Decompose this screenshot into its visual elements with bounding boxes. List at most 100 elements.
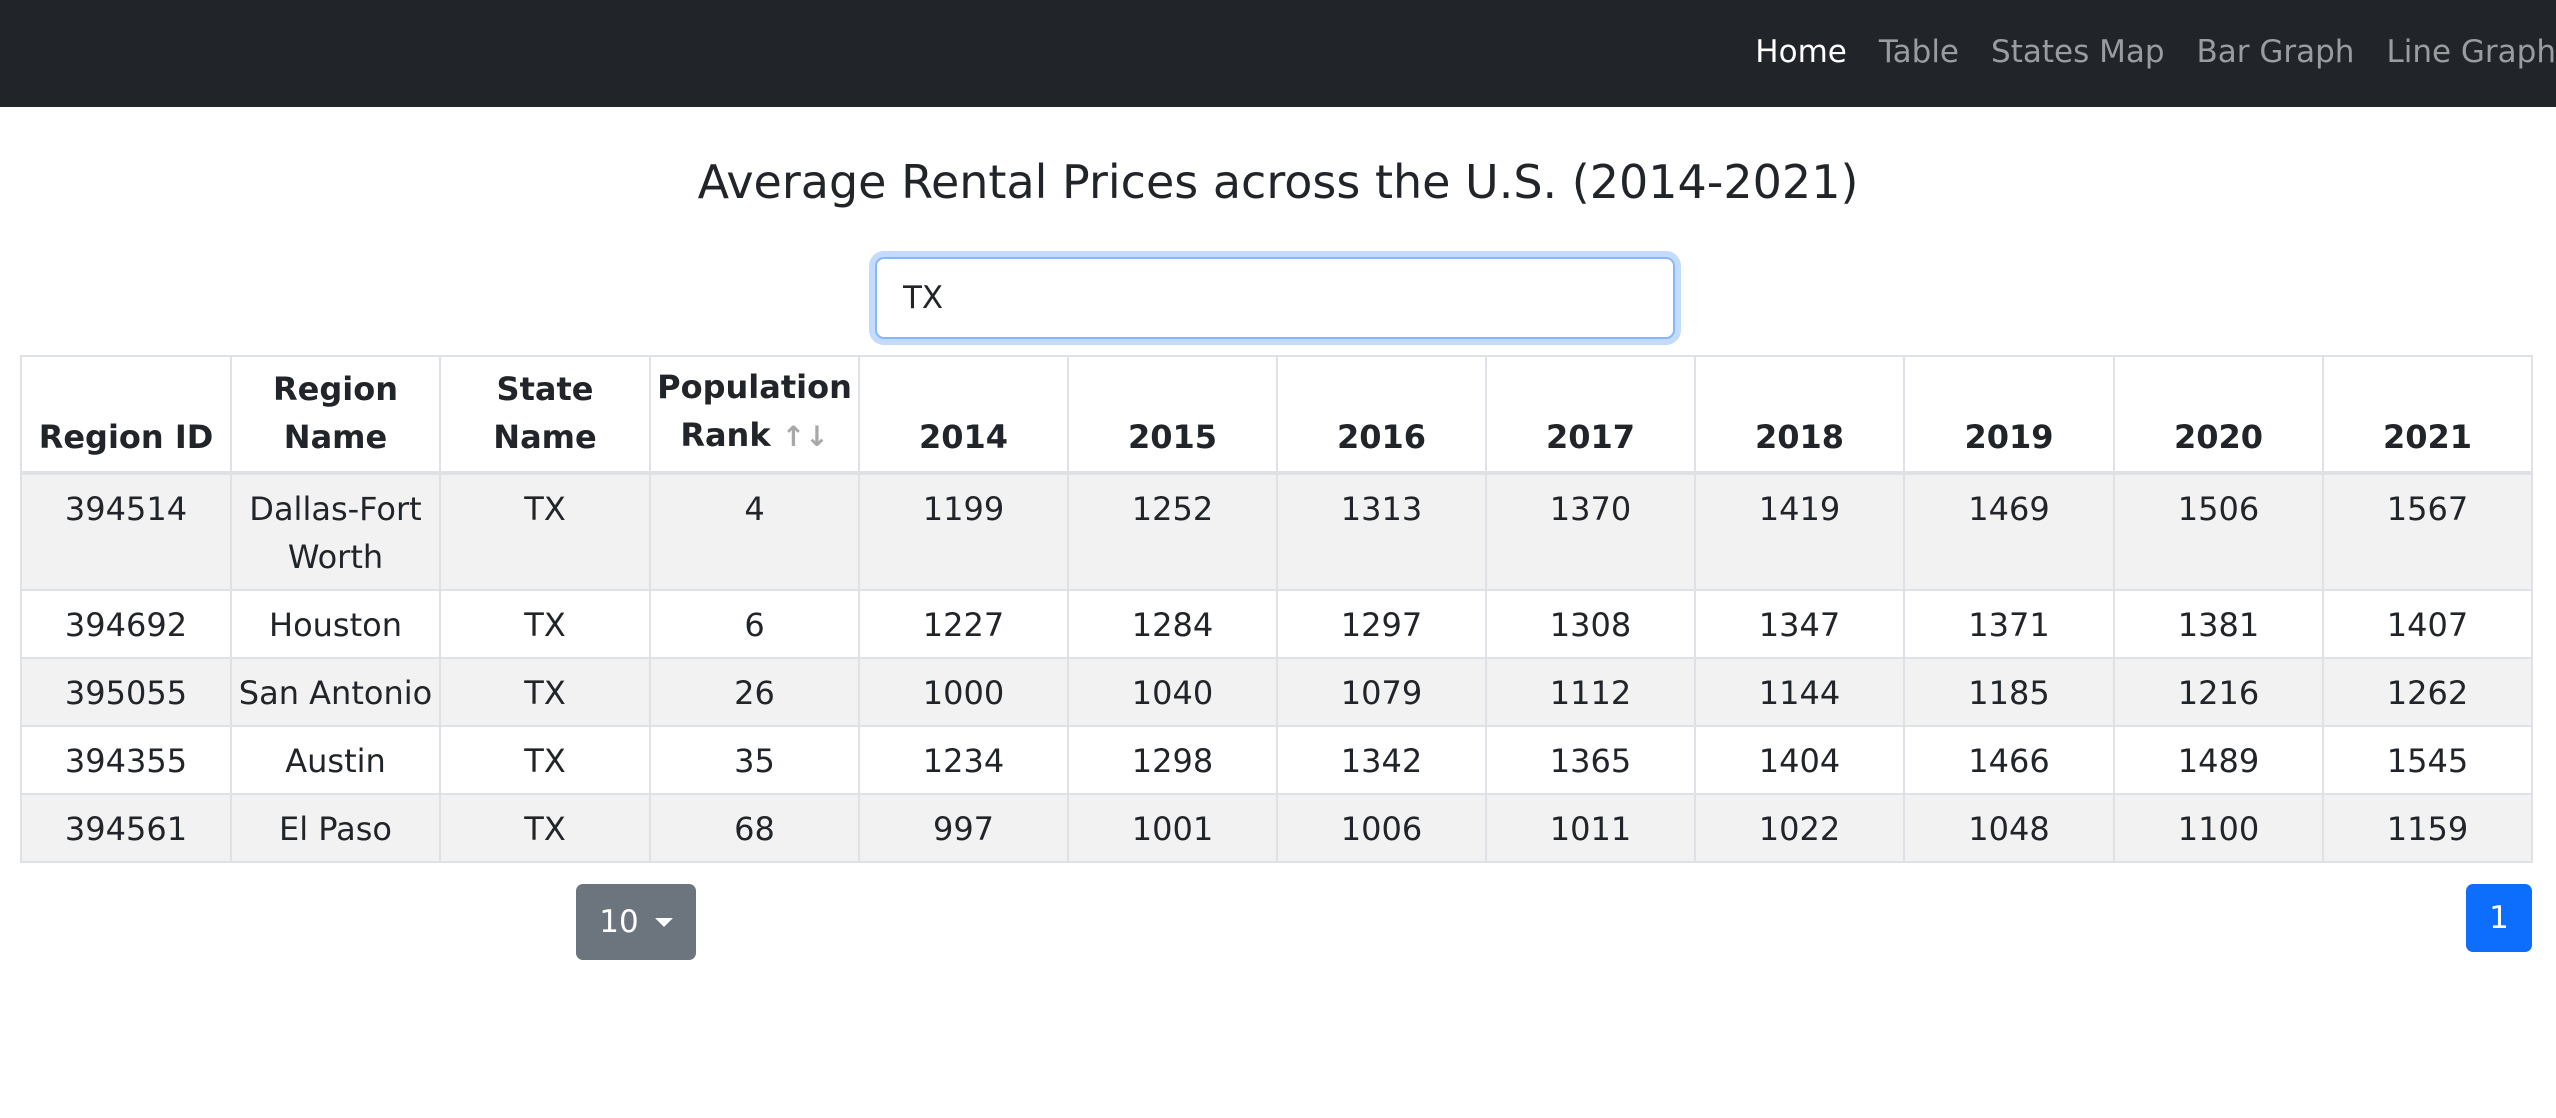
- page-title: Average Rental Prices across the U.S. (2…: [697, 155, 1859, 209]
- cell-value: 1011: [1485, 793, 1696, 863]
- cell-value: 1100: [2113, 793, 2324, 863]
- cell-value: 1006: [1276, 793, 1487, 863]
- cell-value: 1567: [2322, 472, 2533, 591]
- cell-value: 1347: [1694, 589, 1905, 659]
- cell-region-id: 394561: [20, 793, 232, 863]
- cell-value: 1252: [1067, 472, 1278, 591]
- header-region-name-line2: Name: [283, 418, 388, 456]
- table-header-row: Region ID Region Name State Name Populati…: [20, 355, 2533, 475]
- cell-rank: 26: [649, 657, 860, 727]
- cell-region-name: Dallas-Fort Worth: [230, 472, 441, 591]
- caret-down-icon: [654, 917, 673, 927]
- cell-value: 1227: [858, 589, 1069, 659]
- cell-value: 1185: [1903, 657, 2115, 727]
- search-input[interactable]: [875, 257, 1675, 339]
- sort-arrows-icon[interactable]: ↑↓: [781, 420, 829, 453]
- cell-state: TX: [439, 793, 651, 863]
- cell-region-name: San Antonio: [230, 657, 441, 727]
- cell-value: 1199: [858, 472, 1069, 591]
- rows-per-page-value: 10: [599, 904, 639, 940]
- cell-region-name: Austin: [230, 725, 441, 795]
- table-row: 395055 San Antonio TX 26 1000 1040 1079 …: [20, 657, 2533, 727]
- cell-value: 1342: [1276, 725, 1487, 795]
- cell-value: 997: [858, 793, 1069, 863]
- header-population-line1: Population: [657, 368, 852, 406]
- cell-region-id: 394514: [20, 472, 232, 591]
- cell-region-name: El Paso: [230, 793, 441, 863]
- cell-value: 1466: [1903, 725, 2115, 795]
- cell-value: 1216: [2113, 657, 2324, 727]
- cell-region-id: 394692: [20, 589, 232, 659]
- cell-value: 1419: [1694, 472, 1905, 591]
- rental-prices-table: Region ID Region Name State Name Populati…: [20, 355, 2533, 863]
- header-year-2016[interactable]: 2016: [1276, 355, 1487, 475]
- cell-value: 1079: [1276, 657, 1487, 727]
- cell-value: 1308: [1485, 589, 1696, 659]
- cell-rank: 68: [649, 793, 860, 863]
- table-row: 394355 Austin TX 35 1234 1298 1342 1365 …: [20, 725, 2533, 795]
- header-region-name[interactable]: Region Name: [230, 355, 441, 475]
- cell-state: TX: [439, 725, 651, 795]
- cell-rank: 35: [649, 725, 860, 795]
- table-row: 394561 El Paso TX 68 997 1001 1006 1011 …: [20, 793, 2533, 863]
- cell-value: 1112: [1485, 657, 1696, 727]
- cell-value: 1297: [1276, 589, 1487, 659]
- header-population-line2: Rank: [680, 416, 771, 454]
- cell-value: 1489: [2113, 725, 2324, 795]
- nav-link-table[interactable]: Table: [1878, 34, 1960, 70]
- cell-state: TX: [439, 472, 651, 591]
- header-year-2021[interactable]: 2021: [2322, 355, 2533, 475]
- cell-value: 1404: [1694, 725, 1905, 795]
- cell-value: 1371: [1903, 589, 2115, 659]
- cell-value: 1022: [1694, 793, 1905, 863]
- cell-region-id: 395055: [20, 657, 232, 727]
- cell-region-name: Houston: [230, 589, 441, 659]
- cell-region-name-line2: Worth: [287, 538, 384, 576]
- navbar: Home Table States Map Bar Graph Line Gra…: [0, 0, 2556, 107]
- header-year-2014[interactable]: 2014: [858, 355, 1069, 475]
- rows-per-page-dropdown[interactable]: 10: [576, 884, 696, 960]
- cell-region-name-line1: Dallas-Fort: [249, 490, 422, 528]
- nav-link-states-map[interactable]: States Map: [1991, 34, 2165, 70]
- header-year-2017[interactable]: 2017: [1485, 355, 1696, 475]
- cell-rank: 6: [649, 589, 860, 659]
- cell-value: 1506: [2113, 472, 2324, 591]
- cell-value: 1313: [1276, 472, 1487, 591]
- nav-link-bar-graph[interactable]: Bar Graph: [2196, 34, 2355, 70]
- cell-value: 1000: [858, 657, 1069, 727]
- cell-value: 1545: [2322, 725, 2533, 795]
- header-state-name-label: State Name: [493, 370, 597, 456]
- cell-state: TX: [439, 589, 651, 659]
- nav-links: Home Table States Map Bar Graph Line Gra…: [1723, 0, 2556, 104]
- table-row: 394692 Houston TX 6 1227 1284 1297 1308 …: [20, 589, 2533, 659]
- cell-value: 1144: [1694, 657, 1905, 727]
- header-year-2020[interactable]: 2020: [2113, 355, 2324, 475]
- header-region-id[interactable]: Region ID: [20, 355, 232, 475]
- cell-region-id: 394355: [20, 725, 232, 795]
- header-state-name[interactable]: State Name: [439, 355, 651, 475]
- cell-state: TX: [439, 657, 651, 727]
- cell-value: 1284: [1067, 589, 1278, 659]
- header-population-rank[interactable]: Population Rank ↑↓: [649, 355, 860, 475]
- page-1-button[interactable]: 1: [2466, 884, 2532, 952]
- cell-value: 1001: [1067, 793, 1278, 863]
- cell-value: 1370: [1485, 472, 1696, 591]
- cell-value: 1365: [1485, 725, 1696, 795]
- cell-value: 1298: [1067, 725, 1278, 795]
- header-year-2019[interactable]: 2019: [1903, 355, 2115, 475]
- cell-value: 1048: [1903, 793, 2115, 863]
- cell-value: 1159: [2322, 793, 2533, 863]
- cell-value: 1381: [2113, 589, 2324, 659]
- header-year-2018[interactable]: 2018: [1694, 355, 1905, 475]
- cell-value: 1234: [858, 725, 1069, 795]
- header-year-2015[interactable]: 2015: [1067, 355, 1278, 475]
- header-region-name-line1: Region: [273, 370, 398, 408]
- table-row: 394514 Dallas-Fort Worth TX 4 1199 1252 1…: [20, 472, 2533, 591]
- header-region-id-label: Region ID: [38, 418, 214, 456]
- nav-link-line-graph[interactable]: Line Graph: [2386, 34, 2556, 70]
- cell-value: 1262: [2322, 657, 2533, 727]
- nav-link-home[interactable]: Home: [1755, 34, 1847, 70]
- cell-value: 1407: [2322, 589, 2533, 659]
- cell-rank: 4: [649, 472, 860, 591]
- cell-value: 1040: [1067, 657, 1278, 727]
